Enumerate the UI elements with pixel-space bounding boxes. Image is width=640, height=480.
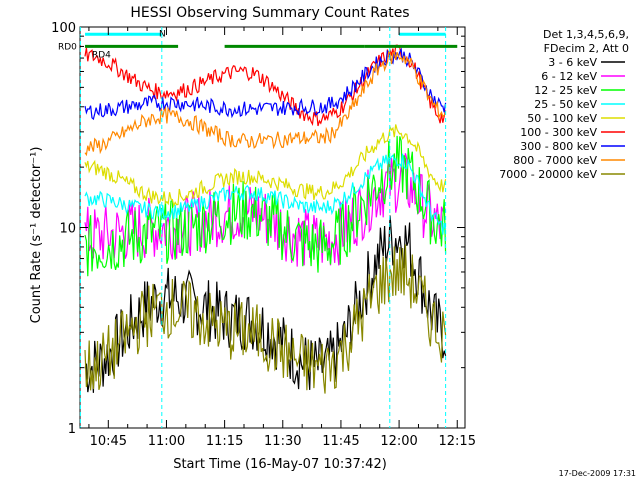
legend-entry-label: 7000 - 20000 keV <box>499 168 597 181</box>
x-tick-label: 12:15 <box>439 434 476 449</box>
legend-entry-label: 25 - 50 keV <box>534 98 597 111</box>
legend: Det 1,3,4,5,6,9,FDecim 2, Att 03 - 6 keV… <box>499 28 629 181</box>
legend-header: Det 1,3,4,5,6,9, <box>543 28 629 41</box>
series-line <box>84 153 447 267</box>
x-tick-label: 11:45 <box>322 434 359 449</box>
series-line <box>84 44 447 127</box>
x-tick-label: 11:30 <box>264 434 301 449</box>
legend-entry-label: 12 - 25 keV <box>534 84 597 97</box>
y-axis-label: Count Rate (s⁻¹ detector⁻¹) <box>29 147 44 324</box>
x-tick-label: 11:00 <box>148 434 185 449</box>
legend-entry-label: 100 - 300 keV <box>520 126 597 139</box>
plot-area: RD0 RD4 N <box>58 26 466 429</box>
rd0-label: RD0 <box>58 42 77 52</box>
series-line <box>84 215 447 393</box>
x-tick-label: 10:45 <box>90 434 127 449</box>
legend-entry-label: 300 - 800 keV <box>520 140 597 153</box>
legend-entry-label: 800 - 7000 keV <box>513 154 597 167</box>
series-line <box>84 47 447 121</box>
y-axis: 1 10 100 <box>51 21 465 437</box>
x-axis-label: Start Time (16-May-07 10:37:42) <box>173 457 387 472</box>
plot-frame <box>79 26 466 429</box>
series-line <box>84 124 447 208</box>
y-tick-label: 10 <box>59 222 76 237</box>
footer-timestamp: 17-Dec-2009 17:31 <box>559 469 636 478</box>
x-tick-label: 11:15 <box>206 434 243 449</box>
x-axis: 10:45 11:00 11:15 11:30 11:45 12:00 12:15 <box>88 27 476 449</box>
legend-entry-label: 6 - 12 keV <box>541 70 597 83</box>
series-line <box>84 244 447 394</box>
series-line <box>84 153 447 235</box>
x-tick-label: 12:00 <box>380 434 417 449</box>
series-line <box>84 50 447 157</box>
chart-title: HESSI Observing Summary Count Rates <box>130 5 409 21</box>
y-tick-label: 100 <box>51 21 76 36</box>
legend-entry-label: 50 - 100 keV <box>527 112 597 125</box>
legend-entry-label: 3 - 6 keV <box>548 56 597 69</box>
legend-header: FDecim 2, Att 0 <box>544 42 629 55</box>
y-tick-label: 1 <box>68 422 76 437</box>
rd4-label: RD4 <box>92 50 111 60</box>
n-label: N <box>159 29 166 39</box>
